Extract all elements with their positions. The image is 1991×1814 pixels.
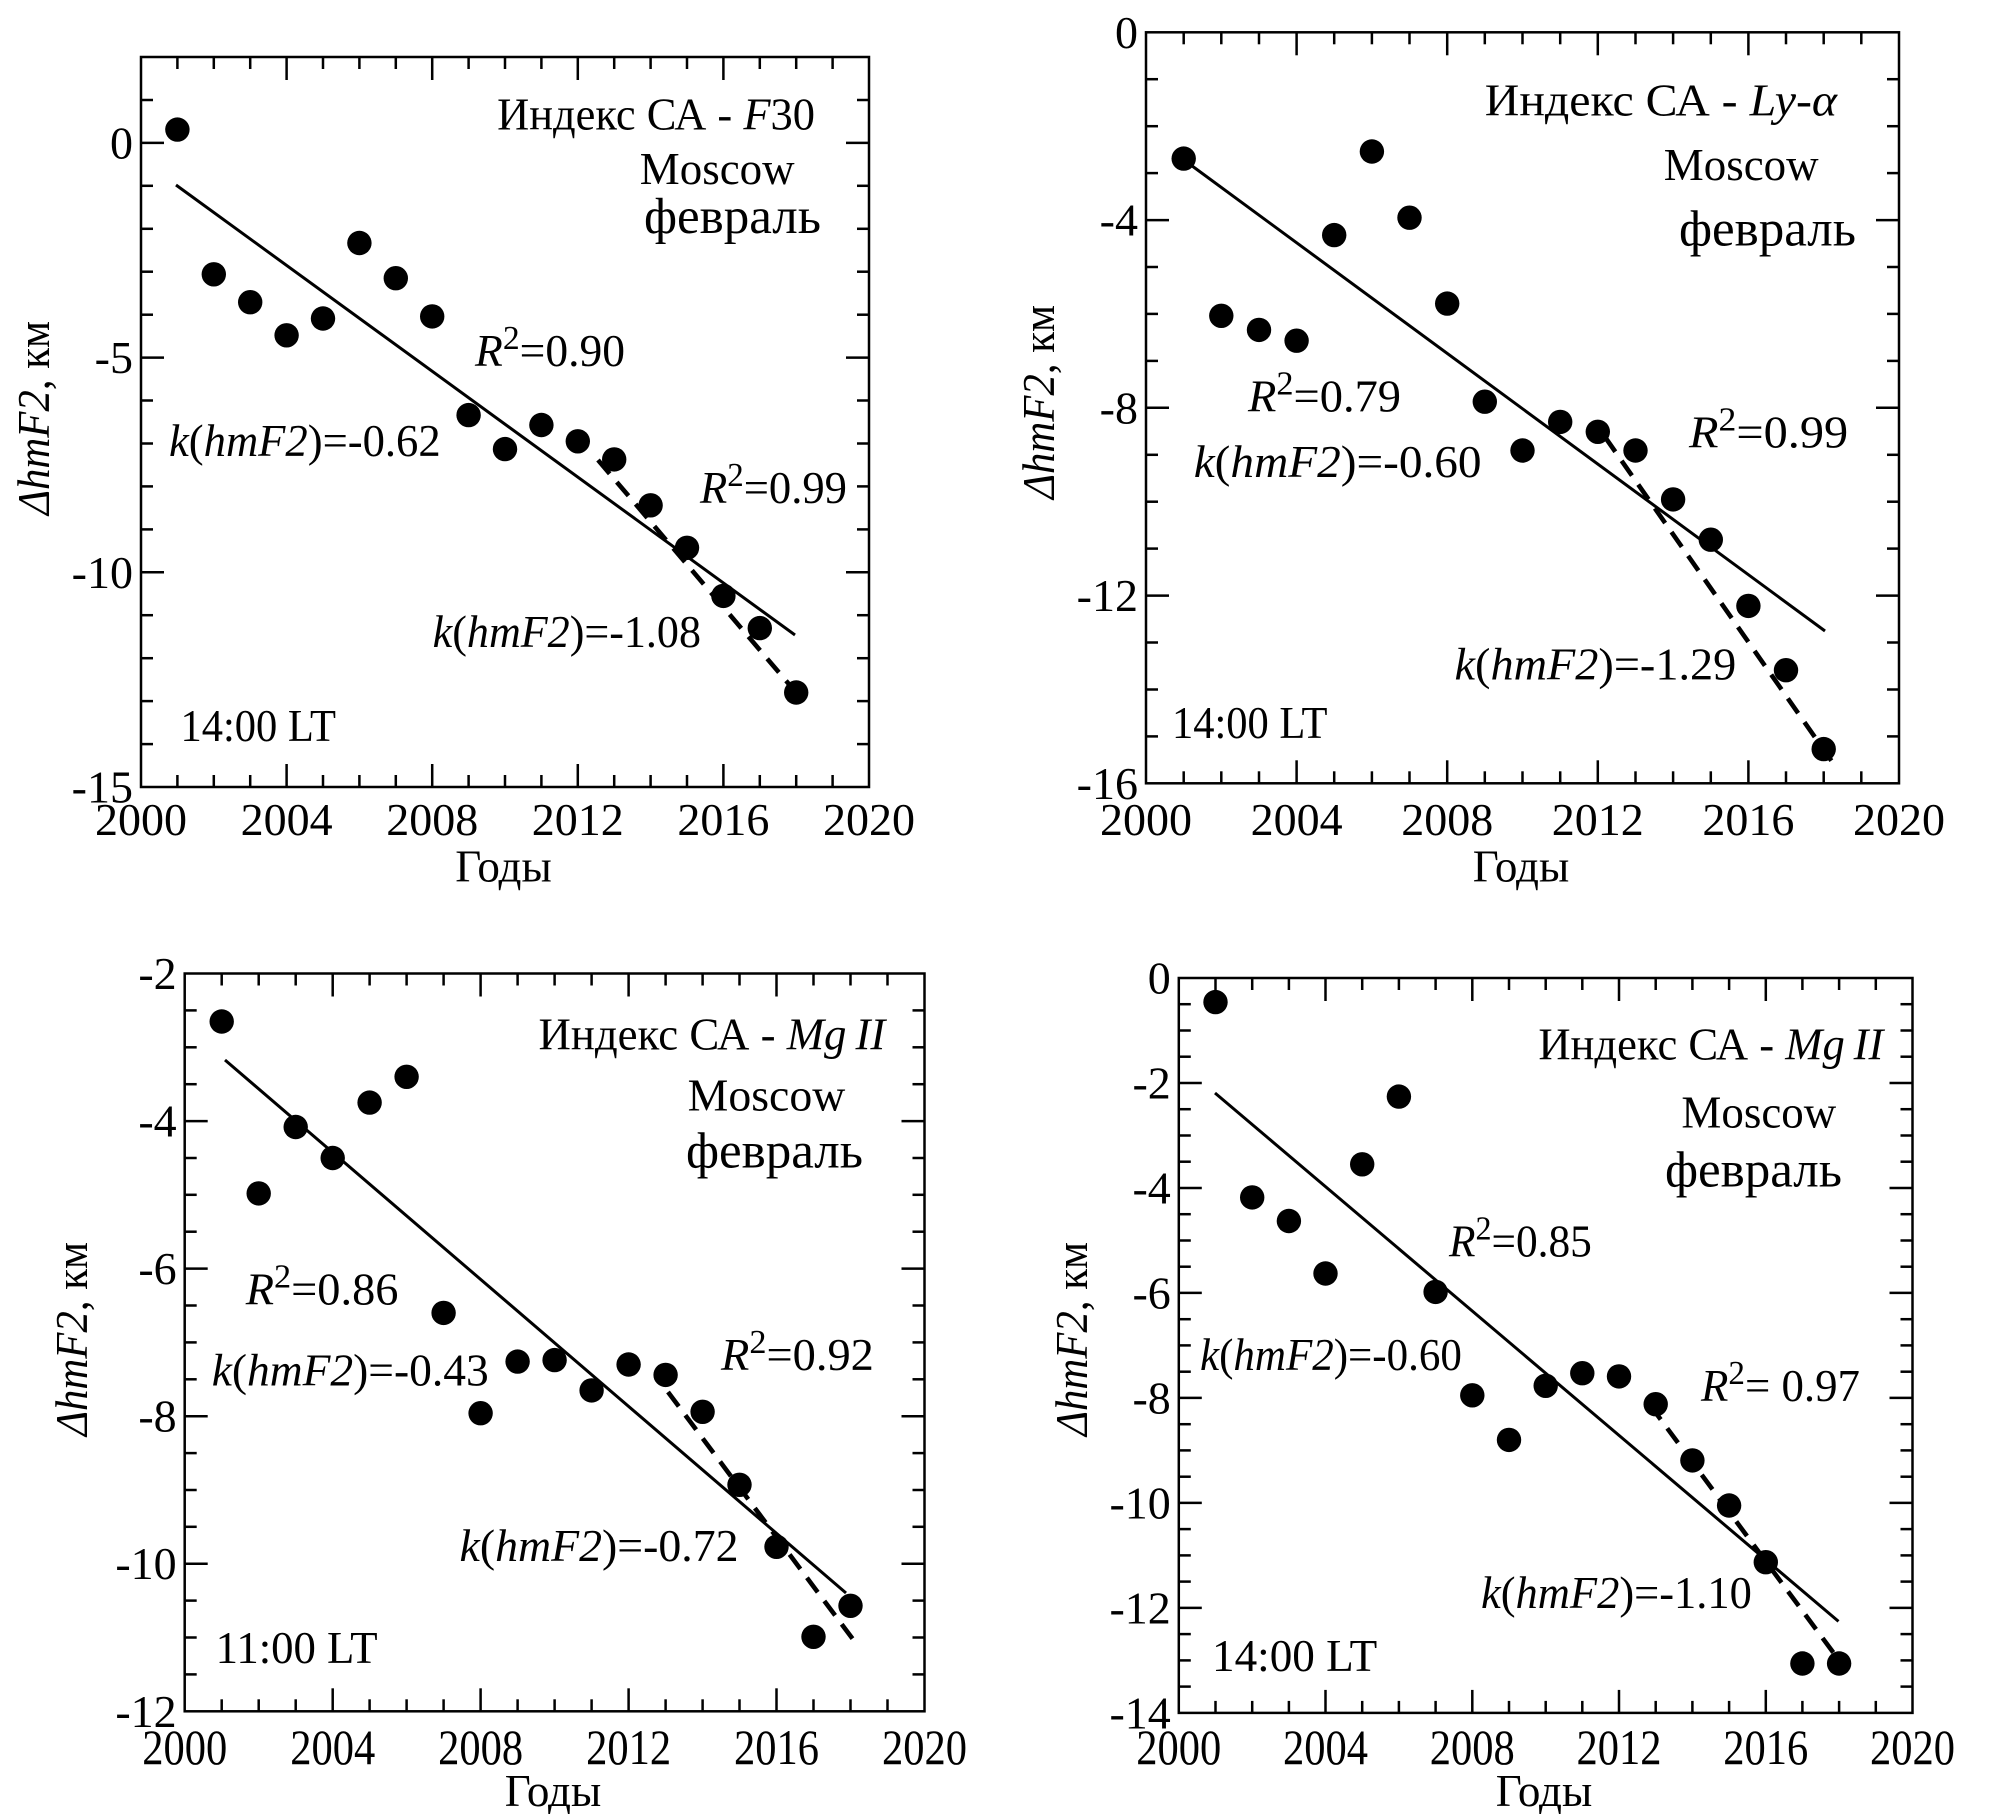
svg-text:2008: 2008 [1401, 794, 1493, 845]
svg-text:-10: -10 [1109, 1477, 1170, 1528]
svg-text:k(hmF2)=-1.08: k(hmF2)=-1.08 [433, 606, 701, 657]
svg-text:-8: -8 [138, 1391, 176, 1442]
svg-text:2000: 2000 [142, 1721, 227, 1776]
svg-text:R2=0.86: R2=0.86 [245, 1259, 399, 1315]
svg-text:2000: 2000 [1100, 794, 1192, 845]
svg-text:Годы: Годы [455, 840, 552, 892]
svg-text:-2: -2 [1132, 1058, 1170, 1109]
svg-text:Moscow: Moscow [1681, 1086, 1836, 1138]
svg-text:2016: 2016 [677, 794, 769, 845]
svg-text:2012: 2012 [1552, 794, 1644, 845]
svg-text:k(hmF2)=-0.72: k(hmF2)=-0.72 [460, 1520, 739, 1571]
svg-text:-15: -15 [72, 762, 133, 813]
svg-text:2004: 2004 [1251, 794, 1343, 845]
svg-text:ΔhmF2, км: ΔhmF2, км [8, 321, 60, 517]
svg-text:ΔhmF2, км: ΔhmF2, км [46, 1242, 98, 1438]
svg-text:0: 0 [110, 117, 133, 168]
svg-text:-8: -8 [1100, 382, 1138, 433]
svg-text:-6: -6 [1132, 1267, 1170, 1318]
svg-text:14:00 LT: 14:00 LT [181, 700, 336, 751]
svg-text:R2=0.85: R2=0.85 [1448, 1211, 1592, 1267]
svg-text:2004: 2004 [1283, 1721, 1368, 1776]
svg-text:2020: 2020 [1853, 794, 1945, 845]
svg-text:2020: 2020 [882, 1721, 967, 1776]
svg-text:2008: 2008 [386, 794, 478, 845]
svg-text:14:00 LT: 14:00 LT [1172, 697, 1327, 748]
svg-text:2000: 2000 [95, 794, 187, 845]
svg-text:2020: 2020 [823, 794, 915, 845]
svg-text:k(hmF2)=-0.60: k(hmF2)=-0.60 [1194, 437, 1482, 488]
svg-text:Годы: Годы [505, 1765, 602, 1814]
svg-text:февраль: февраль [644, 189, 821, 245]
svg-text:R2= 0.97: R2= 0.97 [1700, 1355, 1860, 1411]
svg-text:0: 0 [1115, 7, 1138, 58]
svg-text:-14: -14 [1109, 1687, 1170, 1738]
svg-text:2016: 2016 [1723, 1721, 1808, 1776]
svg-text:k(hmF2)=-1.10: k(hmF2)=-1.10 [1481, 1567, 1752, 1618]
svg-text:-4: -4 [1100, 195, 1138, 246]
svg-text:R2=0.99: R2=0.99 [1688, 400, 1848, 458]
svg-text:0: 0 [1148, 953, 1171, 1004]
svg-text:2020: 2020 [1870, 1721, 1955, 1776]
svg-text:2012: 2012 [532, 794, 624, 845]
svg-text:11:00 LT: 11:00 LT [216, 1622, 378, 1673]
svg-text:2004: 2004 [290, 1721, 375, 1776]
svg-text:k(hmF2)=-1.29: k(hmF2)=-1.29 [1455, 639, 1737, 690]
svg-text:-12: -12 [1109, 1582, 1170, 1633]
svg-text:Индекс СА - Mg II: Индекс СА - Mg II [538, 1009, 887, 1060]
svg-text:-4: -4 [138, 1096, 176, 1147]
svg-text:-16: -16 [1077, 758, 1138, 809]
svg-text:-10: -10 [115, 1538, 176, 1589]
svg-text:k(hmF2)=-0.60: k(hmF2)=-0.60 [1200, 1329, 1462, 1381]
svg-text:-12: -12 [115, 1686, 176, 1737]
svg-text:Годы: Годы [1496, 1765, 1593, 1814]
svg-text:2004: 2004 [241, 794, 333, 845]
svg-text:R2=0.99: R2=0.99 [699, 457, 847, 514]
svg-text:2008: 2008 [1430, 1721, 1515, 1776]
svg-text:2012: 2012 [1577, 1721, 1662, 1776]
svg-text:февраль: февраль [1679, 202, 1856, 258]
svg-text:k(hmF2)=-0.62: k(hmF2)=-0.62 [169, 415, 441, 466]
svg-text:ΔhmF2, км: ΔhmF2, км [1046, 1242, 1098, 1438]
svg-text:2016: 2016 [734, 1721, 819, 1776]
svg-text:-6: -6 [138, 1243, 176, 1294]
svg-text:-2: -2 [138, 948, 176, 999]
svg-text:Индекс СА - F30: Индекс СА - F30 [497, 89, 815, 140]
svg-text:Индекс СА - Ly-α: Индекс СА - Ly-α [1485, 75, 1839, 126]
svg-text:2008: 2008 [438, 1721, 523, 1776]
svg-text:Moscow: Moscow [640, 142, 795, 194]
svg-text:k(hmF2)=-0.43: k(hmF2)=-0.43 [212, 1344, 489, 1395]
svg-text:ΔhmF2, км: ΔhmF2, км [1013, 305, 1065, 501]
svg-text:R2=0.90: R2=0.90 [474, 320, 625, 376]
svg-text:-8: -8 [1132, 1372, 1170, 1423]
svg-text:14:00 LT: 14:00 LT [1212, 1630, 1377, 1681]
svg-text:Индекс СА - Mg II: Индекс СА - Mg II [1538, 1019, 1885, 1070]
svg-text:февраль: февраль [686, 1123, 863, 1179]
svg-text:Moscow: Moscow [1664, 138, 1819, 190]
svg-text:2012: 2012 [586, 1721, 671, 1776]
svg-text:Moscow: Moscow [688, 1070, 846, 1121]
svg-text:Годы: Годы [1473, 840, 1570, 892]
svg-text:-5: -5 [95, 332, 133, 383]
svg-text:февраль: февраль [1665, 1142, 1842, 1198]
svg-text:R2=0.79: R2=0.79 [1247, 366, 1401, 422]
svg-text:R2=0.92: R2=0.92 [720, 1324, 874, 1380]
svg-text:-12: -12 [1077, 570, 1138, 621]
svg-text:-4: -4 [1132, 1163, 1170, 1214]
svg-text:2016: 2016 [1702, 794, 1794, 845]
svg-text:-10: -10 [72, 547, 133, 598]
svg-text:2000: 2000 [1136, 1721, 1221, 1776]
